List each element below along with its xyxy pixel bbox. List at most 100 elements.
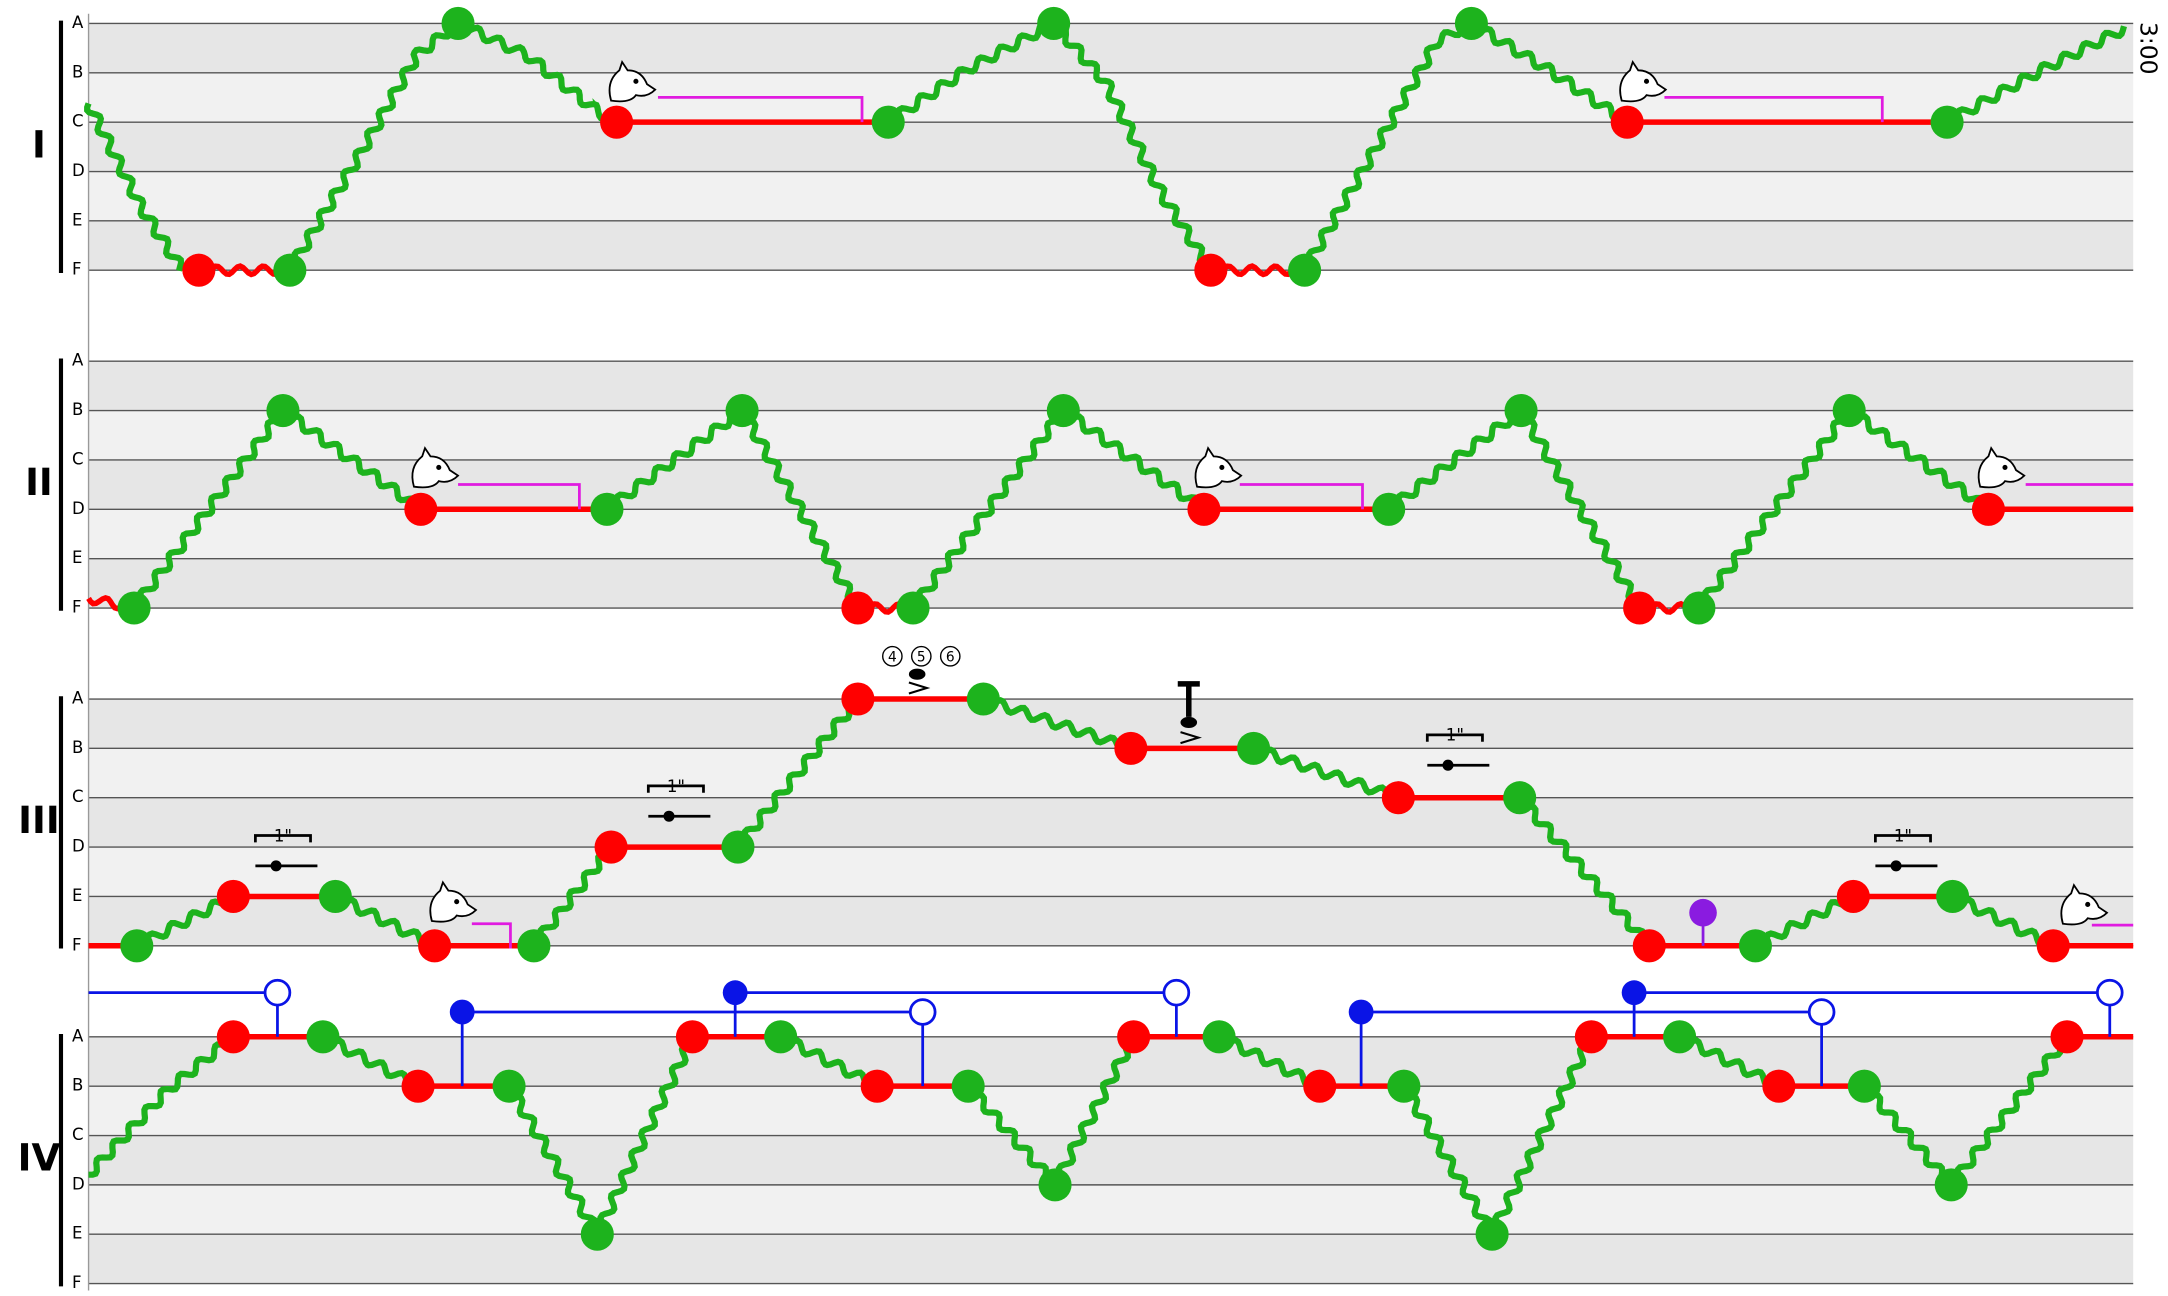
red-dot (1303, 1070, 1336, 1103)
green-dot (1833, 394, 1866, 427)
green-dot (1387, 1070, 1420, 1103)
blue-open-dot (265, 980, 290, 1005)
blue-dot (450, 1000, 475, 1025)
head-eye (1220, 466, 1223, 469)
red-dot (1972, 493, 2005, 526)
blue-dot (1622, 980, 1647, 1005)
green-dot (493, 1070, 526, 1103)
green-dot (306, 1020, 339, 1053)
red-dot (595, 831, 628, 864)
icon-dot (1891, 860, 1902, 871)
score: 3:00 ABCDEFIABCDEFIIABCDEFIIIABCDEFIV1"1… (0, 0, 2168, 1296)
green-dot (721, 831, 754, 864)
duration-label: 1" (1894, 826, 1912, 845)
green-dot (1372, 493, 1405, 526)
blue-dot (1349, 1000, 1374, 1025)
stave-band (89, 1086, 2134, 1135)
lane-label: C (72, 449, 84, 468)
lane-label: A (72, 689, 84, 708)
red-dot (841, 682, 874, 715)
stave-band (89, 509, 2134, 558)
green-dot (1037, 7, 1070, 40)
green-dot (118, 591, 151, 624)
accent (909, 682, 927, 693)
lane-label: A (72, 351, 84, 370)
stave-band (89, 172, 2134, 221)
staves (89, 23, 2134, 1283)
icon-dot (1442, 760, 1453, 771)
green-dot (1237, 732, 1270, 765)
red-dot (1762, 1070, 1795, 1103)
green-dot (896, 591, 929, 624)
green-dot (1936, 880, 1969, 913)
system-label: IV (18, 1136, 61, 1180)
stave-band (89, 411, 2134, 460)
lane-label: B (72, 738, 83, 757)
fingering-number: 4 (888, 650, 897, 666)
stave-band (89, 1185, 2134, 1234)
red-dot (217, 880, 250, 913)
stave-band (89, 559, 2134, 608)
green-dot (872, 106, 905, 139)
head-eye (2003, 466, 2006, 469)
red-dot (1575, 1020, 1608, 1053)
green-dot (1935, 1168, 1968, 1201)
blue-open-dot (910, 1000, 935, 1025)
green-dot (1848, 1070, 1881, 1103)
green-dot (726, 394, 759, 427)
system-label: II (25, 460, 53, 504)
duration-label: 1" (667, 777, 685, 796)
green-dot (952, 1070, 985, 1103)
icon-dot (271, 860, 282, 871)
stave-band (89, 221, 2134, 270)
green-dot (1931, 106, 1964, 139)
head-eye (634, 80, 637, 83)
head-eye (437, 466, 440, 469)
red-dot (404, 493, 437, 526)
green-dot (1288, 254, 1321, 287)
green-dot (967, 682, 1000, 715)
green-dot (764, 1020, 797, 1053)
lane-label: B (72, 1076, 83, 1095)
stave-band (89, 23, 2134, 72)
red-dot (217, 1020, 250, 1053)
green-dot (1203, 1020, 1236, 1053)
note-head (1181, 717, 1198, 728)
blue-open-dot (1164, 980, 1189, 1005)
red-dot (2037, 929, 2070, 962)
green-dot (1505, 394, 1538, 427)
lane-label: F (72, 260, 82, 279)
red-dot (1623, 591, 1656, 624)
stave-band (89, 1234, 2134, 1283)
lane-label: A (72, 13, 84, 32)
head-eye (1645, 80, 1648, 83)
green-dot (1039, 1168, 1072, 1201)
green-dot (1739, 929, 1772, 962)
blue-dot (723, 980, 748, 1005)
fingering-number: 5 (917, 650, 926, 666)
stave-band (89, 361, 2134, 410)
red-dot (600, 106, 633, 139)
green-dot (1663, 1020, 1696, 1053)
red-dot (402, 1070, 435, 1103)
stave-band (89, 699, 2134, 748)
red-dot (1194, 254, 1227, 287)
lane-label: C (72, 1125, 84, 1144)
green-dot (517, 929, 550, 962)
green-dot (442, 7, 475, 40)
blue-open-dot (2097, 980, 2122, 1005)
green-dot (1503, 781, 1536, 814)
lane-label: B (72, 400, 83, 419)
red-dot (1633, 929, 1666, 962)
green-dot (581, 1218, 614, 1251)
page: {"timestamp": "3:00", "systems": [ {"lab… (0, 0, 2168, 1296)
red-dot (1837, 880, 1870, 913)
head-eye (455, 900, 458, 903)
lane-label: F (72, 598, 82, 617)
stave-band (89, 748, 2134, 797)
stave-band (89, 798, 2134, 847)
green-dot (266, 394, 299, 427)
lane-label: D (72, 1174, 85, 1193)
red-dot (182, 254, 215, 287)
purple-dot (1689, 899, 1717, 927)
